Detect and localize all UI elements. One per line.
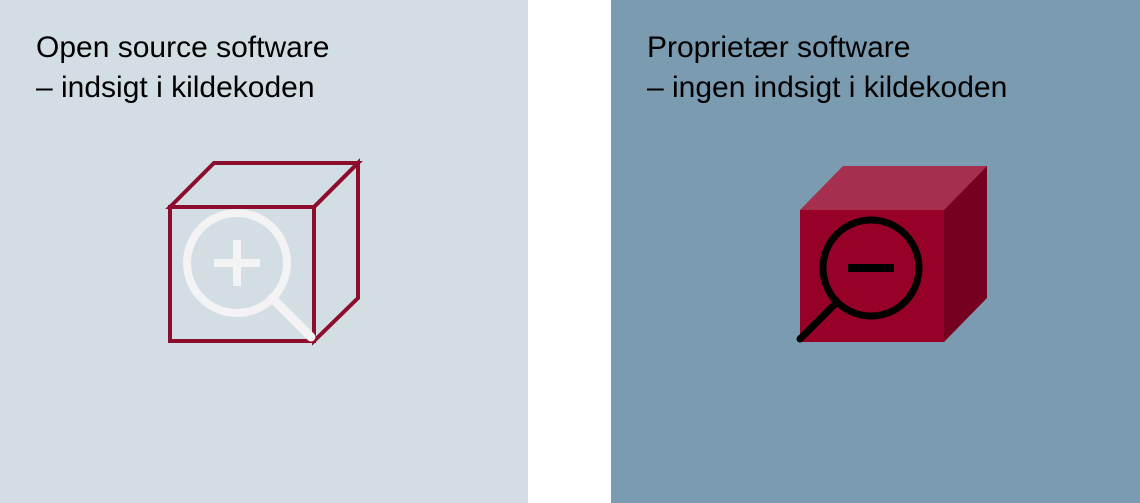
proprietary-title: Proprietær software – ingen indsigt i ki… [647, 28, 1007, 108]
open-source-title-line2: – indsigt i kildekoden [36, 71, 315, 104]
proprietary-panel: Proprietær software – ingen indsigt i ki… [611, 0, 1140, 503]
magnifier-minus-icon [796, 216, 923, 343]
solid-cube-with-magnifier-minus-icon [796, 166, 987, 343]
proprietary-title-line1: Proprietær software [647, 31, 911, 64]
open-source-title-line1: Open source software [36, 31, 330, 64]
transparent-cube-with-magnifier-plus-icon [165, 158, 363, 346]
magnifier-plus-icon [183, 209, 316, 342]
proprietary-title-line2: – ingen indsigt i kildekoden [647, 71, 1008, 104]
open-source-panel: Open source software – indsigt i kildeko… [0, 0, 528, 503]
open-source-title: Open source software – indsigt i kildeko… [36, 28, 329, 108]
wireframe-cube-icon [165, 158, 363, 346]
